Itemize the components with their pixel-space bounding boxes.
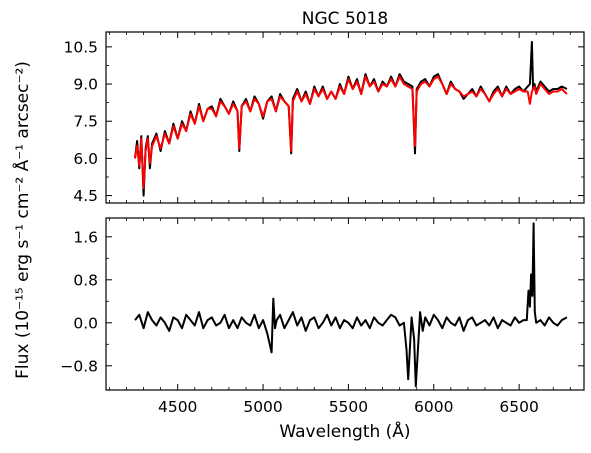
- top-axes-frame: [105, 31, 585, 204]
- y-tick-label: 10.5: [63, 38, 98, 56]
- bottom-axes-frame: [105, 217, 585, 391]
- series-line-observed: [134, 222, 568, 388]
- y-tick-label: 7.5: [73, 113, 98, 131]
- y-axis-title: Flux (10⁻¹⁵ erg s⁻¹ cm⁻² Å⁻¹ arcsec⁻²): [11, 61, 33, 379]
- y-tick-label: 1.6: [73, 228, 98, 246]
- top-series-group: [134, 40, 568, 197]
- bottom-series-group: [134, 222, 568, 388]
- chart-title: NGC 5018: [302, 9, 388, 29]
- y-tick-label: 0.0: [73, 314, 98, 332]
- y-tick-label: 4.5: [73, 187, 98, 205]
- x-tick-label: 5000: [243, 398, 282, 416]
- x-axis-title: Wavelength (Å): [279, 420, 410, 442]
- top-panel: NGC 5018 4.5 6.0 7.5 9.0 10.5: [63, 9, 585, 205]
- y-tick-label: 6.0: [73, 150, 98, 168]
- y-tick-label: −0.8: [60, 357, 98, 375]
- x-tick-label: 6500: [499, 398, 538, 416]
- x-tick-label: 5500: [329, 398, 368, 416]
- y-tick-label: 0.8: [73, 271, 98, 289]
- bottom-panel: 4500 5000 5500 6000 6500 −0.8 0.0 0.8 1.6 Wavele…: [60, 217, 585, 442]
- x-tick-label: 6000: [414, 398, 453, 416]
- y-tick-label: 9.0: [73, 76, 98, 94]
- series-line-model: [134, 75, 568, 190]
- x-tick-label: 4500: [158, 398, 197, 416]
